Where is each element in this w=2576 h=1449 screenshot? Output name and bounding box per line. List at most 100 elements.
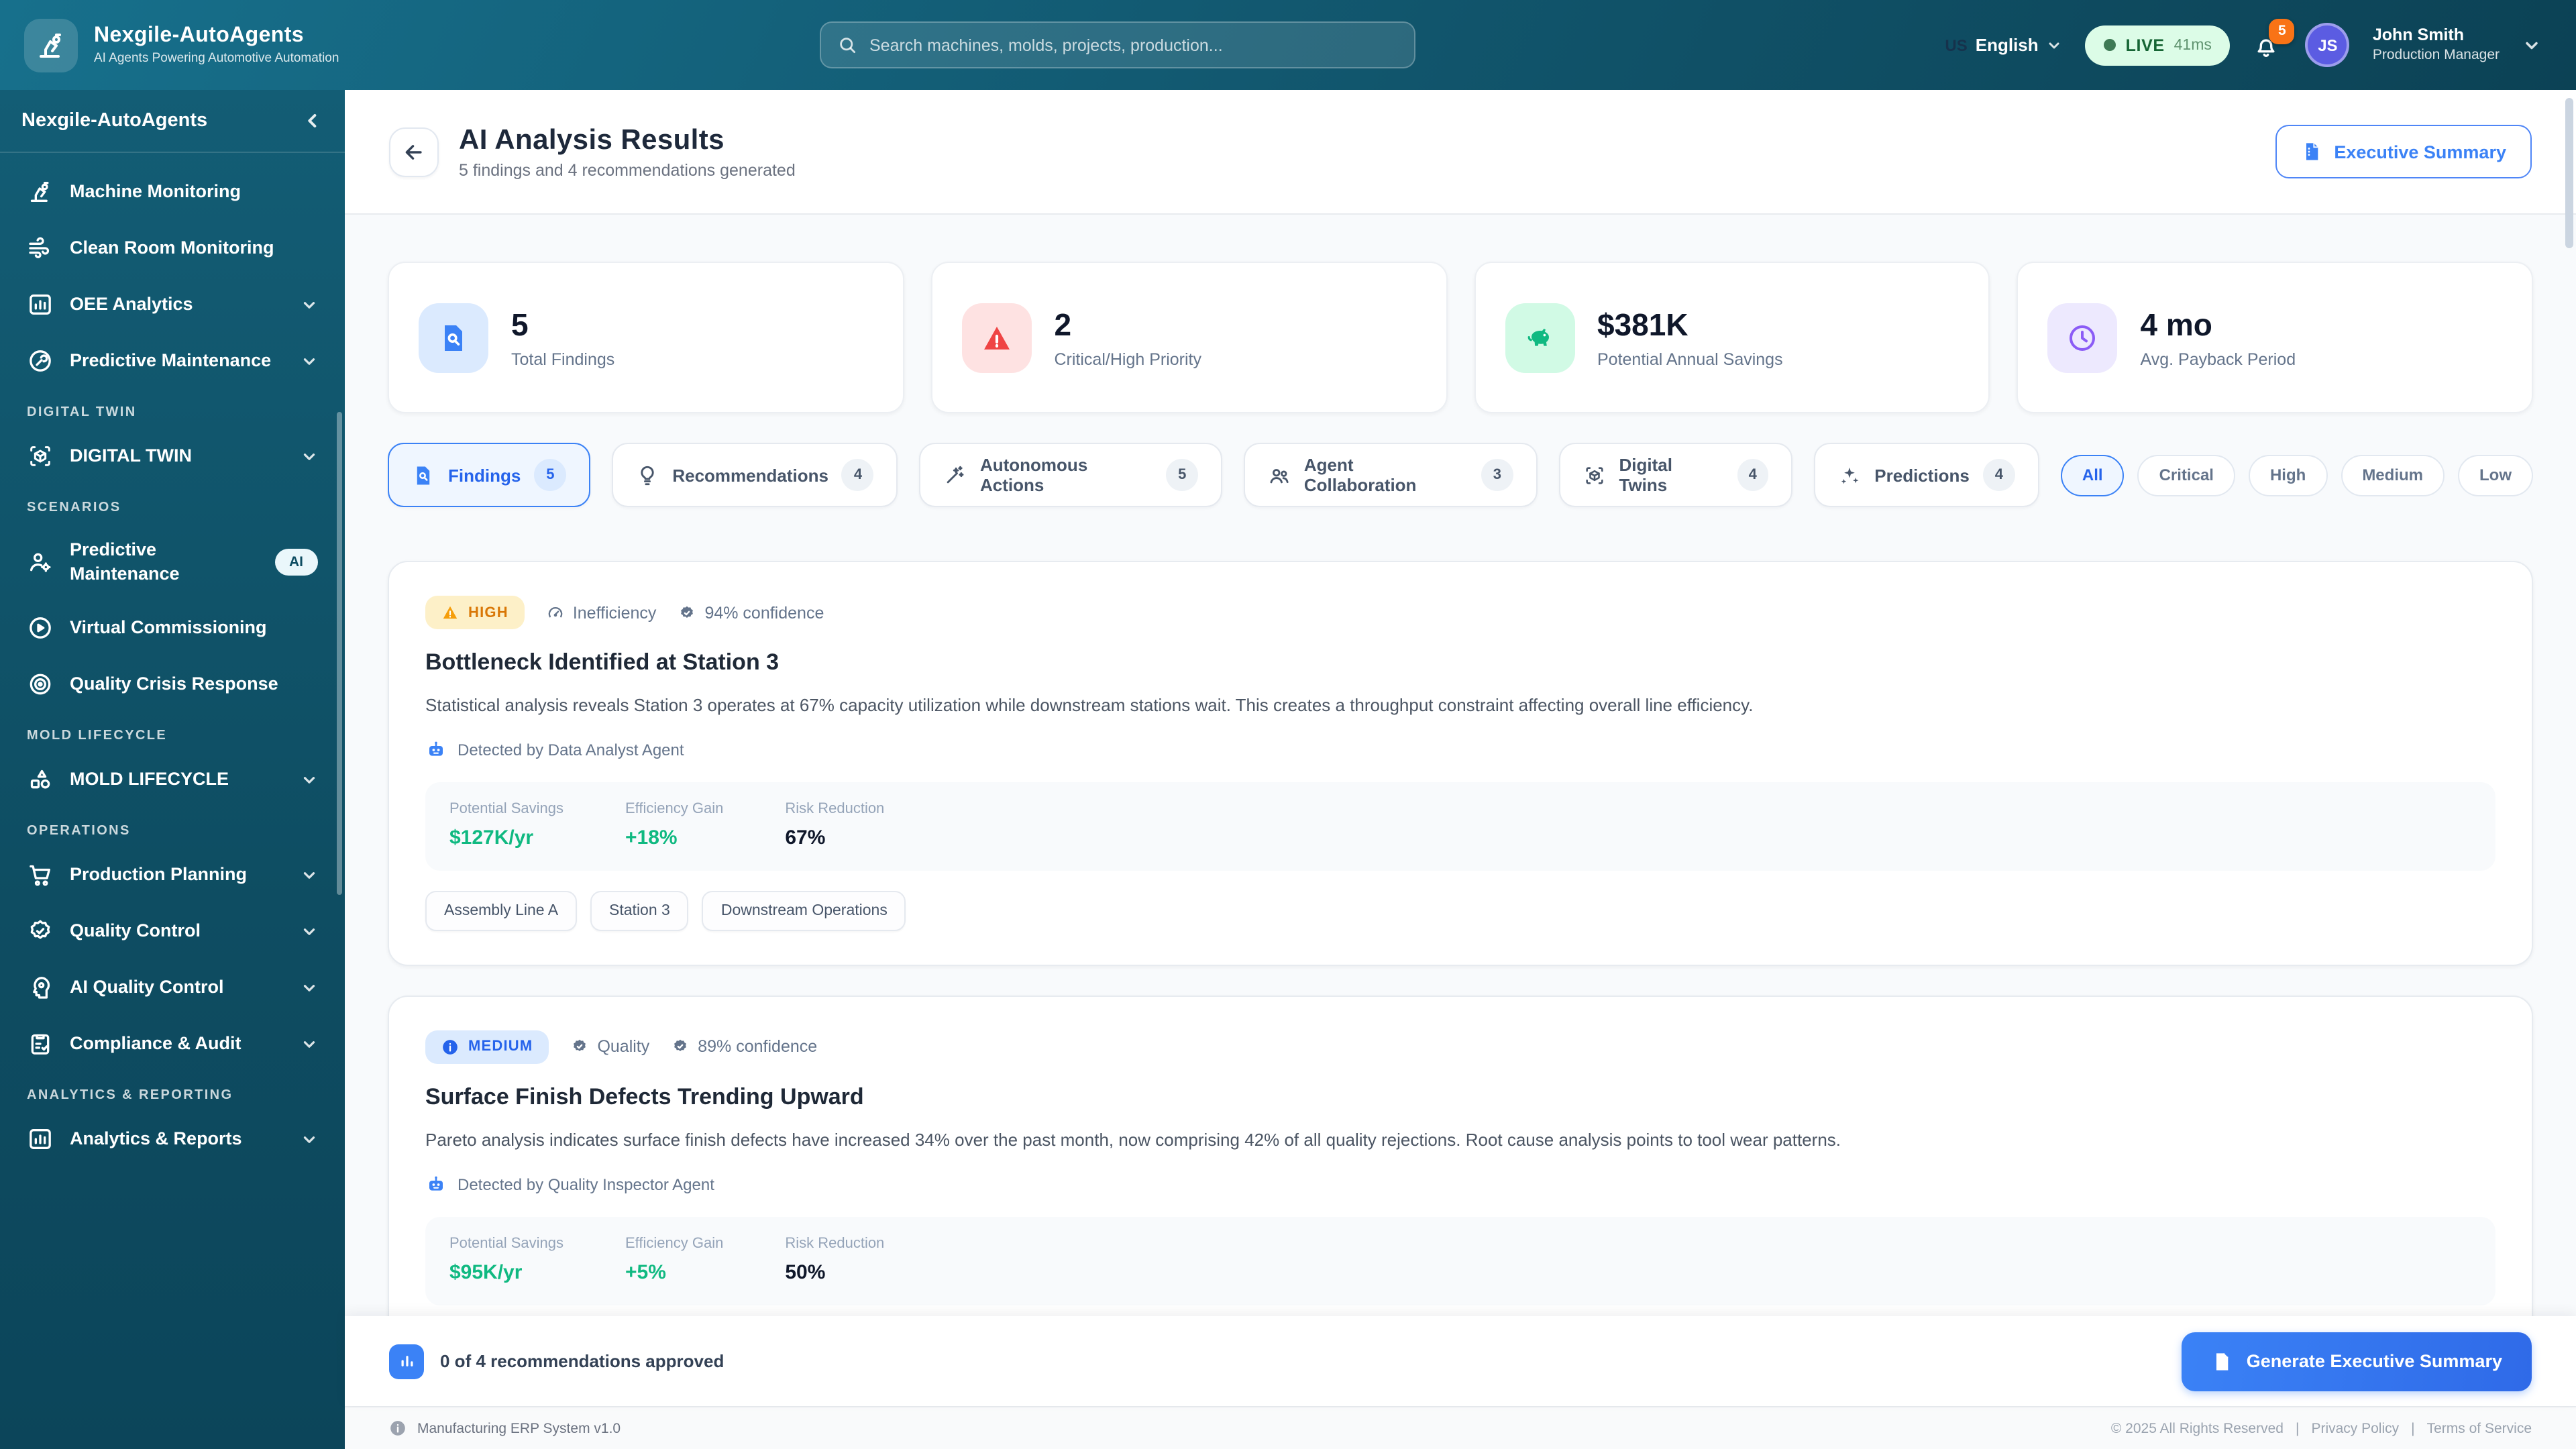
privacy-policy-link[interactable]: Privacy Policy — [2311, 1420, 2400, 1436]
user-name: John Smith — [2372, 25, 2464, 45]
sidebar-section-operations: OPERATIONS — [27, 824, 131, 839]
finding-metrics: Potential Savings $95K/yr Efficiency Gai… — [425, 1216, 2496, 1305]
stat-card-payback-period: 4 mo Avg. Payback Period — [2017, 262, 2533, 413]
avatar[interactable]: JS — [2305, 23, 2350, 67]
filter-low[interactable]: Low — [2458, 454, 2533, 496]
tab-autonomous-actions[interactable]: Autonomous Actions 5 — [919, 443, 1222, 507]
user-menu-chevron-icon[interactable] — [2522, 36, 2541, 54]
sidebar-item-production-planning[interactable]: Production Planning — [16, 849, 329, 900]
gauge-icon — [546, 603, 565, 622]
sidebar-brand-row: Nexgile-AutoAgents — [0, 90, 345, 153]
bar-chart-icon — [27, 1126, 54, 1152]
sidebar-collapse-button[interactable] — [302, 110, 323, 131]
sidebar-item-quality-control[interactable]: Quality Control — [16, 906, 329, 957]
sidebar-item-predictive-maintenance-ai[interactable]: Predictive Maintenance AI — [16, 526, 329, 597]
sidebar-item-virtual-commissioning[interactable]: Virtual Commissioning — [16, 602, 329, 653]
back-button[interactable] — [389, 127, 439, 176]
detected-by-row: Detected by Quality Inspector Agent — [425, 1173, 2496, 1195]
tab-predictions[interactable]: Predictions 4 — [1814, 443, 2039, 507]
separator: | — [2295, 1420, 2300, 1436]
copyright: © 2025 All Rights Reserved — [2110, 1420, 2284, 1436]
detected-by-row: Detected by Data Analyst Agent — [425, 739, 2496, 761]
clipboard-check-icon — [27, 1030, 54, 1057]
sidebar-brand: Nexgile-AutoAgents — [21, 110, 208, 131]
global-search[interactable] — [820, 21, 1415, 68]
page-subtitle: 5 findings and 4 recommendations generat… — [459, 160, 796, 179]
chevron-down-icon — [301, 296, 318, 313]
user-role: Production Manager — [2372, 46, 2500, 63]
sidebar-item-clean-room-monitoring[interactable]: Clean Room Monitoring — [16, 223, 329, 274]
sidebar-section-analytics-reporting: ANALYTICS & REPORTING — [27, 1088, 233, 1104]
filter-medium[interactable]: Medium — [2341, 454, 2445, 496]
clock-icon — [2047, 303, 2118, 372]
sidebar-section-scenarios: SCENARIOS — [27, 500, 121, 515]
top-bar: Nexgile-AutoAgents AI Agents Powering Au… — [0, 0, 2576, 90]
filter-all[interactable]: All — [2060, 454, 2125, 496]
sidebar-item-analytics-reports[interactable]: Analytics & Reports — [16, 1114, 329, 1165]
user-block: John Smith Production Manager — [2373, 25, 2500, 64]
worker-gear-icon — [27, 548, 54, 575]
finding-card: HIGH Inefficiency 94% confidence Bottlen… — [388, 561, 2533, 966]
tab-agent-collaboration[interactable]: Agent Collaboration 3 — [1243, 443, 1538, 507]
filter-critical[interactable]: Critical — [2137, 454, 2235, 496]
language-selector[interactable]: US English — [1945, 35, 2062, 55]
filter-high[interactable]: High — [2248, 454, 2328, 496]
metric-risk-reduction: Risk Reduction 50% — [785, 1235, 885, 1284]
cart-icon — [27, 861, 54, 888]
cube-scan-icon — [27, 443, 54, 470]
sidebar-item-label: Production Planning — [70, 864, 247, 885]
info-circle-icon — [441, 1038, 459, 1056]
terms-of-service-link[interactable]: Terms of Service — [2426, 1420, 2532, 1436]
generate-executive-summary-button[interactable]: Generate Executive Summary — [2182, 1332, 2532, 1391]
sidebar-item-label: Clean Room Monitoring — [70, 237, 274, 258]
generate-button-label: Generate Executive Summary — [2246, 1351, 2502, 1371]
warning-triangle-icon — [961, 303, 1032, 372]
language-flag: US — [1945, 36, 1968, 54]
tab-label: Recommendations — [672, 465, 828, 485]
sidebar-item-compliance-audit[interactable]: Compliance & Audit — [16, 1018, 329, 1069]
app-logo — [24, 18, 78, 72]
search-input[interactable] — [869, 36, 1398, 54]
language-label: English — [1975, 35, 2039, 55]
stat-value: 2 — [1054, 307, 1072, 341]
metric-efficiency-gain: Efficiency Gain +18% — [625, 800, 724, 849]
sidebar-item-mold-lifecycle[interactable]: MOLD LIFECYCLE — [16, 754, 329, 805]
main-scrollbar[interactable] — [2565, 98, 2573, 248]
bar-chart-icon — [27, 291, 54, 318]
users-icon — [1268, 464, 1291, 486]
executive-summary-button[interactable]: Executive Summary — [2275, 125, 2532, 178]
badge-check-icon — [27, 918, 54, 945]
sidebar-item-ai-quality-control[interactable]: AI Quality Control — [16, 962, 329, 1013]
finding-metrics: Potential Savings $127K/yr Efficiency Ga… — [425, 782, 2496, 871]
stat-label: Total Findings — [511, 350, 615, 368]
sidebar-item-machine-monitoring[interactable]: Machine Monitoring — [16, 166, 329, 217]
system-version: Manufacturing ERP System v1.0 — [417, 1420, 621, 1436]
mini-chart-icon — [389, 1344, 424, 1379]
target-icon — [27, 671, 54, 698]
tab-label: Digital Twins — [1619, 455, 1672, 495]
finding-confidence: 89% confidence — [671, 1038, 817, 1057]
tab-label: Predictions — [1874, 465, 1970, 485]
metric-risk-reduction: Risk Reduction 67% — [785, 800, 885, 849]
metric-potential-savings: Potential Savings $95K/yr — [449, 1235, 564, 1284]
footer: Manufacturing ERP System v1.0 © 2025 All… — [345, 1406, 2576, 1449]
stat-value: 5 — [511, 307, 529, 341]
notifications-button[interactable]: 5 — [2253, 18, 2295, 61]
sidebar-item-quality-crisis-response[interactable]: Quality Crisis Response — [16, 659, 329, 710]
notification-count-badge: 5 — [2269, 18, 2295, 44]
brand-title: Nexgile-AutoAgents — [94, 24, 304, 47]
lightbulb-icon — [636, 464, 659, 486]
tab-recommendations[interactable]: Recommendations 4 — [612, 443, 898, 507]
stat-value: 4 mo — [2140, 307, 2212, 341]
sidebar-scrollbar[interactable] — [337, 412, 342, 895]
sidebar-item-predictive-maintenance[interactable]: Predictive Maintenance — [16, 335, 329, 386]
stat-label: Critical/High Priority — [1054, 350, 1202, 368]
tab-findings[interactable]: Findings 5 — [388, 443, 591, 507]
sidebar-item-oee-analytics[interactable]: OEE Analytics — [16, 279, 329, 330]
finding-confidence: 94% confidence — [678, 603, 824, 622]
tab-digital-twins[interactable]: Digital Twins 4 — [1558, 443, 1793, 507]
sidebar-item-label: OEE Analytics — [70, 294, 193, 315]
sidebar-item-digital-twin[interactable]: DIGITAL TWIN — [16, 431, 329, 482]
top-right-cluster: US English LIVE 41ms 5 JS John Smith Pro… — [1945, 18, 2541, 67]
sidebar-item-label: Virtual Commissioning — [70, 617, 267, 638]
